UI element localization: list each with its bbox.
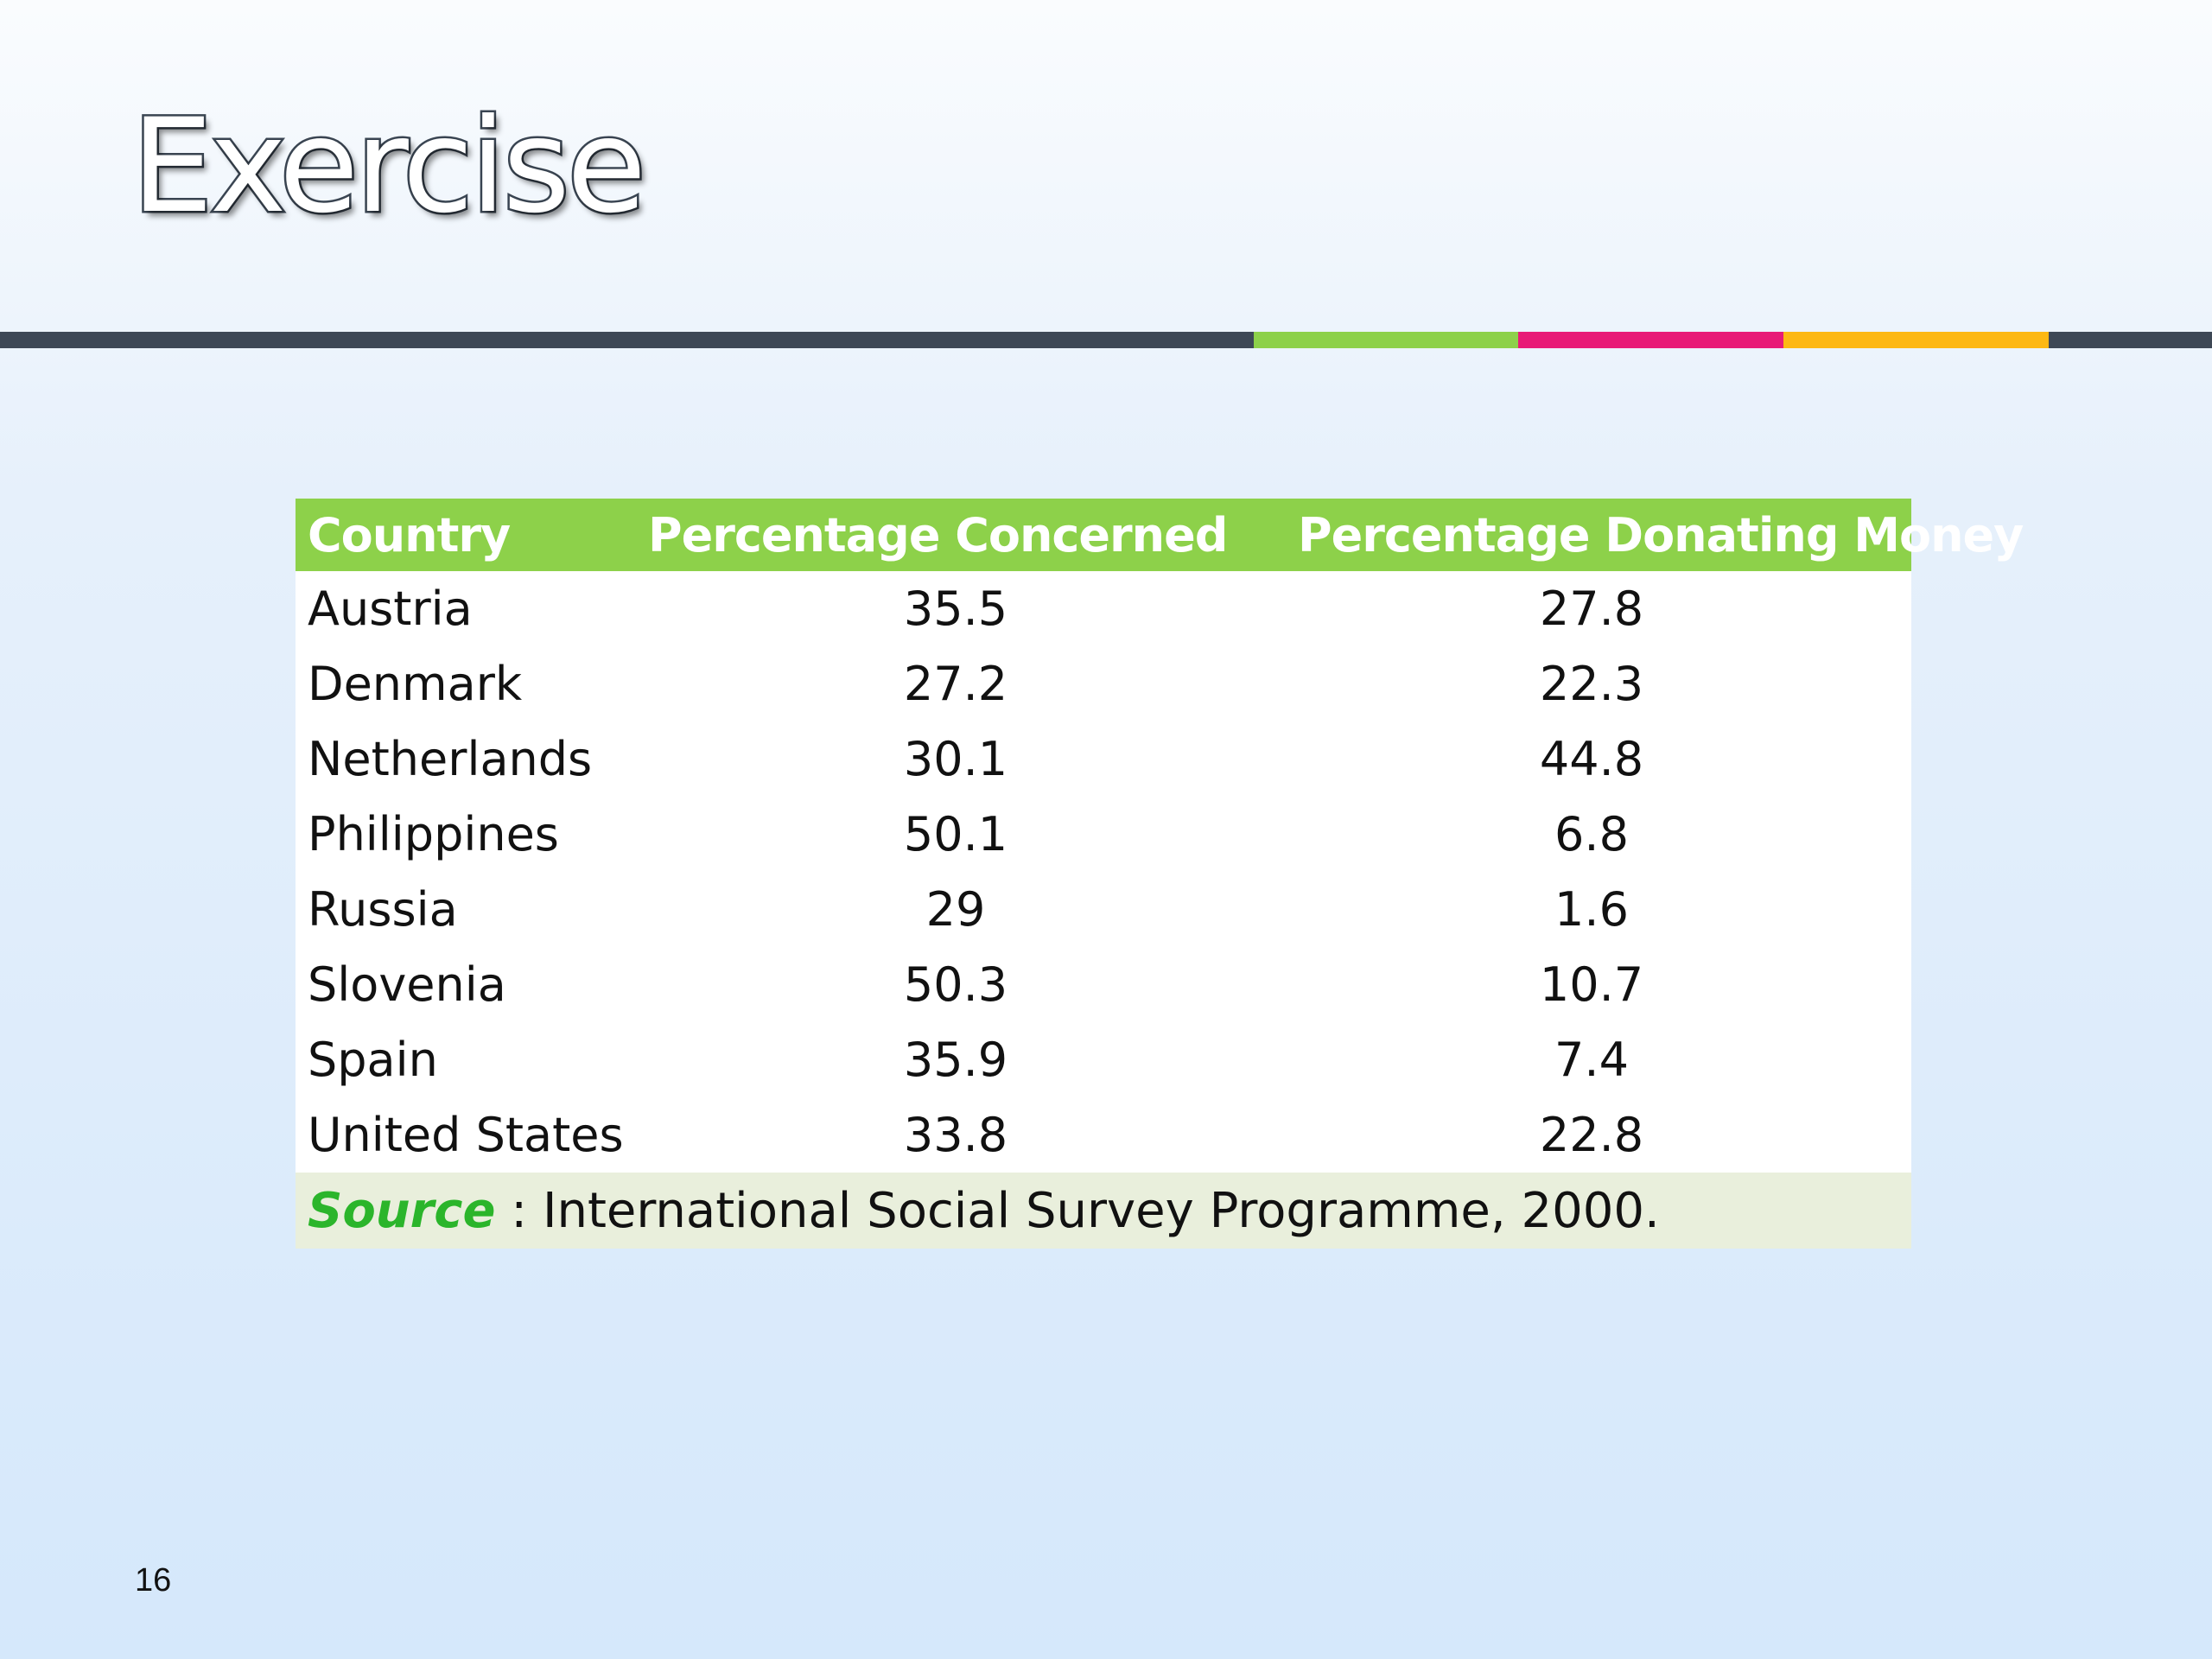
cell-concerned: 27.2 [639,646,1272,721]
cell-country: Netherlands [296,721,639,797]
table-source-row: Source : International Social Survey Pro… [296,1173,1911,1249]
cell-country: Philippines [296,797,639,872]
cell-country: Denmark [296,646,639,721]
cell-donating: 1.6 [1272,872,1911,947]
slide-title: Exercise [129,92,648,242]
divider-orange-segment [1783,332,2049,348]
cell-concerned: 30.1 [639,721,1272,797]
cell-country: United States [296,1097,639,1173]
header-percentage-donating-money: Percentage Donating Money [1272,499,2024,571]
cell-donating: 6.8 [1272,797,1911,872]
cell-concerned: 33.8 [639,1097,1272,1173]
table-row: Spain 35.9 7.4 [296,1022,1911,1097]
header-country: Country [296,499,639,571]
table-row: Netherlands 30.1 44.8 [296,721,1911,797]
source-label: Source [308,1182,496,1239]
cell-concerned: 50.3 [639,947,1272,1022]
survey-data-table: Country Percentage Concerned Percentage … [296,499,2024,1249]
cell-donating: 22.8 [1272,1097,1911,1173]
cell-donating: 10.7 [1272,947,1911,1022]
page-number: 16 [135,1562,172,1599]
cell-concerned: 50.1 [639,797,1272,872]
source-note: Source : International Social Survey Pro… [296,1173,1911,1249]
table-row: Russia 29 1.6 [296,872,1911,947]
table-row: Denmark 27.2 22.3 [296,646,1911,721]
cell-country: Spain [296,1022,639,1097]
source-text: : International Social Survey Programme,… [495,1182,1660,1239]
table-row: Austria 35.5 27.8 [296,571,1911,646]
cell-country: Slovenia [296,947,639,1022]
table-row: Slovenia 50.3 10.7 [296,947,1911,1022]
cell-donating: 22.3 [1272,646,1911,721]
divider-green-segment [1254,332,1518,348]
table-header-row: Country Percentage Concerned Percentage … [296,499,2024,571]
cell-concerned: 29 [639,872,1272,947]
cell-concerned: 35.5 [639,571,1272,646]
title-divider-bar [0,332,2212,348]
table-row: United States 33.8 22.8 [296,1097,1911,1173]
table-row: Philippines 50.1 6.8 [296,797,1911,872]
cell-donating: 27.8 [1272,571,1911,646]
cell-country: Russia [296,872,639,947]
cell-concerned: 35.9 [639,1022,1272,1097]
cell-donating: 44.8 [1272,721,1911,797]
header-percentage-concerned: Percentage Concerned [639,499,1272,571]
cell-country: Austria [296,571,639,646]
cell-donating: 7.4 [1272,1022,1911,1097]
divider-pink-segment [1518,332,1783,348]
